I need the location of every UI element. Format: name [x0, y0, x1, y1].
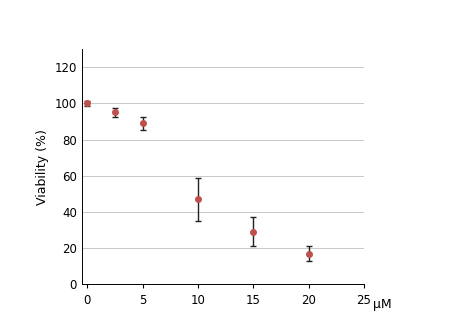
Y-axis label: Viability (%): Viability (%)	[36, 129, 49, 205]
Text: μM: μM	[373, 298, 392, 311]
